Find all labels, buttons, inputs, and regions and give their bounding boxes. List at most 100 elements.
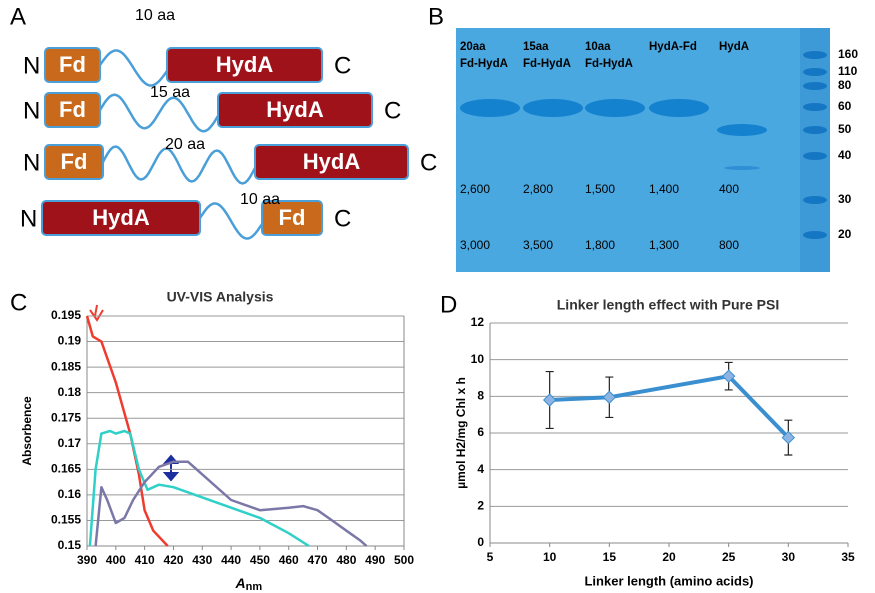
- linker-label: 10 aa: [240, 191, 280, 208]
- ladder-band: [803, 51, 827, 59]
- marker-label: 60: [838, 99, 852, 113]
- ladder-band: [803, 103, 827, 111]
- figure: A B C D NFdHydA10 aaCNFdHydA15 aaCNFdHyd…: [0, 0, 875, 593]
- x-tick-label: 460: [279, 553, 299, 567]
- panel-label: C: [10, 289, 27, 316]
- y-tick-label: 0.19: [58, 334, 82, 348]
- x-tick-label: 440: [221, 553, 241, 567]
- y-tick-label: 0.15: [58, 538, 82, 552]
- protein-band: [523, 99, 583, 117]
- x-tick-label: 35: [841, 550, 855, 564]
- ladder-band: [803, 231, 827, 239]
- n-terminus: N: [23, 97, 40, 124]
- lane-value: 800: [719, 238, 739, 252]
- x-tick-label: 450: [250, 553, 270, 567]
- n-terminus: N: [23, 52, 40, 79]
- protein-band: [460, 99, 520, 117]
- protein-band: [649, 99, 709, 117]
- x-tick-label: 430: [192, 553, 212, 567]
- double-arrow: [165, 456, 177, 480]
- x-axis-label-main: A: [235, 575, 246, 591]
- x-tick-label: 480: [336, 553, 356, 567]
- marker-label: 50: [838, 122, 852, 136]
- lane-label: HydA-Fd: [649, 41, 697, 53]
- point: [544, 394, 556, 406]
- lane-label: Fd-HydA: [585, 58, 633, 70]
- marker-label: 20: [838, 227, 852, 241]
- x-axis-label-sub: nm: [246, 581, 263, 593]
- marker-label: 160: [838, 47, 858, 61]
- series-line: [96, 462, 367, 546]
- lane-value: 1,400: [649, 182, 679, 196]
- c-terminus: C: [420, 149, 437, 176]
- y-tick-label: 2: [477, 499, 484, 513]
- x-tick-label: 20: [662, 550, 676, 564]
- c-terminus: C: [334, 205, 351, 232]
- lane-value: 3,000: [460, 238, 490, 252]
- x-tick-label: 410: [135, 553, 155, 567]
- marker-label: 80: [838, 78, 852, 92]
- ladder-band: [803, 68, 827, 76]
- lane-value: 1,300: [649, 238, 679, 252]
- x-tick-label: 470: [308, 553, 328, 567]
- point: [603, 391, 615, 403]
- x-tick-label: 490: [365, 553, 385, 567]
- x-tick-label: 420: [163, 553, 183, 567]
- lane-label: 10aa: [585, 41, 611, 53]
- lane-value: 2,600: [460, 182, 490, 196]
- domain-label: Fd: [59, 52, 86, 77]
- y-tick-label: 10: [471, 352, 485, 366]
- y-tick-label: 0.195: [51, 308, 81, 322]
- y-tick-label: 0: [477, 535, 484, 549]
- x-tick-label: 30: [782, 550, 796, 564]
- x-axis-label: Anm: [235, 575, 263, 593]
- lane-value: 1,500: [585, 182, 615, 196]
- y-axis-label: Absorbence: [20, 396, 34, 466]
- linker-label: 10 aa: [135, 7, 175, 24]
- domain-label: HydA: [92, 205, 150, 230]
- marker-label: 110: [838, 64, 858, 78]
- n-terminus: N: [20, 205, 37, 232]
- lane-value: 3,500: [523, 238, 553, 252]
- chart-title: UV-VIS Analysis: [167, 289, 274, 305]
- x-tick-label: 500: [394, 553, 414, 567]
- x-tick-label: 5: [487, 550, 494, 564]
- linker: [100, 51, 167, 86]
- domain-label: HydA: [266, 97, 324, 122]
- linker-label: 20 aa: [165, 136, 205, 153]
- y-tick-label: 0.18: [58, 385, 82, 399]
- series-line: [550, 376, 789, 437]
- x-tick-label: 400: [106, 553, 126, 567]
- lane-label: 20aa: [460, 41, 486, 53]
- chart-title: Linker length effect with Pure PSI: [557, 297, 779, 313]
- panel-label: A: [10, 3, 26, 30]
- x-tick-label: 10: [543, 550, 557, 564]
- y-tick-label: 0.165: [51, 462, 81, 476]
- lane-label: Fd-HydA: [523, 58, 571, 70]
- gel: [456, 28, 830, 272]
- domain-label: Fd: [279, 205, 306, 230]
- y-tick-label: 8: [477, 389, 484, 403]
- linker-label: 15 aa: [150, 84, 190, 101]
- y-tick-label: 4: [477, 462, 484, 476]
- y-axis-label: µmol H2/mg Chl x h: [454, 377, 468, 489]
- domain-label: HydA: [303, 149, 361, 174]
- y-tick-label: 0.16: [58, 487, 82, 501]
- series-line: [90, 431, 309, 546]
- c-terminus: C: [334, 52, 351, 79]
- lane-label: Fd-HydA: [460, 58, 508, 70]
- domain-label: Fd: [59, 97, 86, 122]
- protein-band: [717, 124, 767, 136]
- arrow: [90, 305, 103, 320]
- marker-label: 30: [838, 192, 852, 206]
- lane-value: 2,800: [523, 182, 553, 196]
- x-tick-label: 25: [722, 550, 736, 564]
- marker-label: 40: [838, 148, 852, 162]
- domain-label: HydA: [216, 52, 274, 77]
- protein-band: [724, 166, 760, 170]
- ladder-band: [803, 82, 827, 90]
- lane-label: HydA: [719, 41, 749, 53]
- n-terminus: N: [23, 149, 40, 176]
- ladder-band: [803, 126, 827, 134]
- y-tick-label: 12: [471, 315, 485, 329]
